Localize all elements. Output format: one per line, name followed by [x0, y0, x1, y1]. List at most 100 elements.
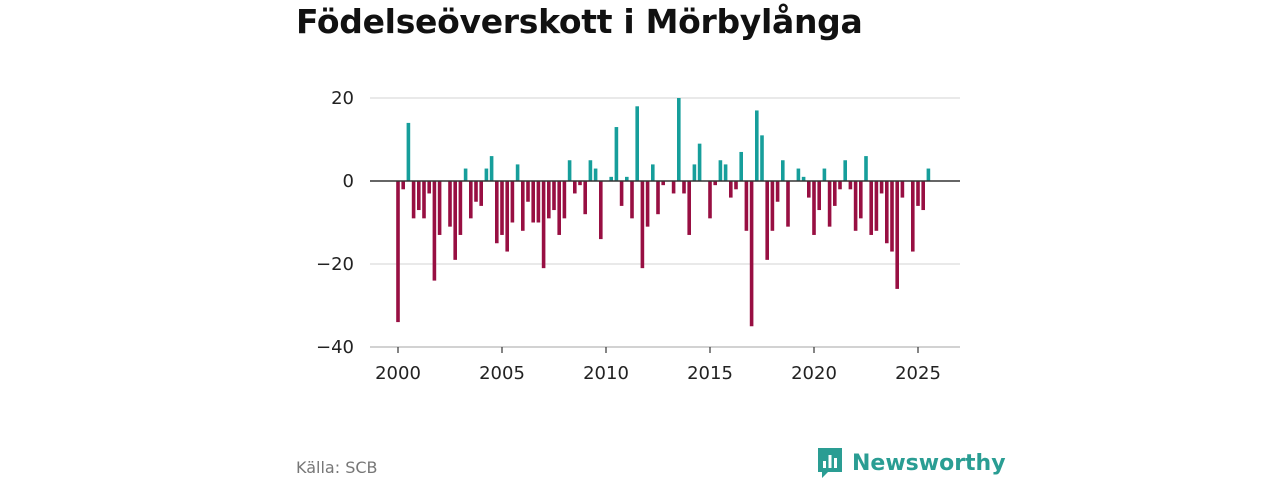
- bar: [578, 181, 582, 186]
- x-tick-label: 2000: [375, 363, 421, 384]
- bar: [500, 181, 504, 235]
- bar: [874, 181, 879, 231]
- bar: [838, 181, 842, 190]
- bar: [567, 160, 572, 181]
- bar: [677, 98, 681, 181]
- bar: [630, 181, 634, 219]
- axes: 20 0 −20 −40 2000 2005 2010 2015 2020 2025: [316, 88, 960, 384]
- bar: [885, 181, 889, 244]
- bar: [833, 181, 837, 206]
- bar: [708, 181, 712, 219]
- bar: [827, 181, 832, 227]
- bar: [739, 151, 743, 181]
- bar: [453, 181, 457, 260]
- bar-chart: 20 0 −20 −40 2000 2005 2010 2015 2020 2025: [316, 88, 960, 384]
- bar: [734, 181, 738, 190]
- brand-name: Newsworthy: [852, 450, 1006, 476]
- bar: [599, 181, 603, 240]
- bar: [848, 181, 853, 190]
- bar: [786, 181, 790, 227]
- bar: [536, 181, 541, 223]
- x-tick-label: 2025: [895, 363, 941, 384]
- bar: [479, 181, 483, 206]
- bar: [521, 181, 525, 231]
- bar: [869, 181, 873, 235]
- bar: [458, 181, 463, 235]
- x-tick-label: 2020: [791, 363, 837, 384]
- bar: [911, 181, 915, 252]
- bar: [781, 160, 785, 181]
- y-tick-label: −40: [316, 337, 354, 358]
- bar: [614, 127, 619, 181]
- y-tick-label: −20: [316, 254, 354, 275]
- bar: [437, 181, 442, 235]
- bar: [422, 181, 426, 219]
- bar: [484, 168, 489, 181]
- bar: [651, 164, 655, 181]
- bar: [692, 164, 697, 181]
- bar: [718, 160, 723, 181]
- x-tick-label: 2005: [479, 363, 525, 384]
- bar: [593, 168, 598, 181]
- bar: [396, 181, 400, 323]
- bar: [619, 181, 624, 206]
- bar: [864, 156, 868, 181]
- bar: [671, 181, 676, 194]
- bar: [515, 164, 520, 181]
- bar: [687, 181, 691, 235]
- bar: [822, 168, 827, 181]
- bar: [562, 181, 567, 219]
- bar: [682, 181, 686, 194]
- bar: [775, 181, 780, 202]
- bar: [723, 164, 728, 181]
- bar: [796, 168, 801, 181]
- brand-logo: Newsworthy: [816, 446, 1006, 480]
- bar: [406, 122, 411, 181]
- bar: [495, 181, 499, 244]
- bar: [427, 181, 431, 194]
- bar: [541, 181, 546, 269]
- bar: [765, 181, 769, 260]
- bar: [474, 181, 478, 202]
- bar: [713, 181, 717, 186]
- bar: [729, 181, 733, 198]
- bar: [921, 181, 925, 211]
- bar: [770, 181, 775, 231]
- bar: [588, 160, 593, 181]
- bar: [859, 181, 863, 219]
- bar: [417, 181, 421, 211]
- bar: [469, 181, 473, 219]
- bar: [640, 181, 645, 269]
- bar: [635, 106, 639, 181]
- bar: [432, 181, 437, 281]
- bar: [760, 135, 764, 181]
- bar: [755, 110, 759, 181]
- bar: [812, 181, 816, 235]
- bar: [583, 181, 587, 215]
- bar: [879, 181, 884, 194]
- bar: [557, 181, 561, 235]
- x-tick-label: 2015: [687, 363, 733, 384]
- bar: [749, 181, 754, 327]
- bar: [526, 181, 530, 202]
- x-tick-label: 2010: [583, 363, 629, 384]
- bar: [573, 181, 577, 194]
- bar: [645, 181, 650, 227]
- bar: [926, 168, 931, 181]
- bar: [411, 181, 416, 219]
- bar: [661, 181, 665, 186]
- bar: [505, 181, 509, 252]
- bar: [463, 168, 468, 181]
- bar: [843, 160, 847, 181]
- chart-title: Födelseöverskott i Mörbylånga: [296, 2, 863, 41]
- bar: [697, 143, 702, 181]
- bar: [547, 181, 551, 219]
- bar: [807, 181, 811, 198]
- bar: [656, 181, 660, 215]
- bars: [396, 98, 931, 327]
- bar: [448, 181, 452, 227]
- bar: [895, 181, 899, 289]
- bar: [890, 181, 894, 252]
- bar: [916, 181, 920, 206]
- y-tick-label: 0: [343, 171, 354, 192]
